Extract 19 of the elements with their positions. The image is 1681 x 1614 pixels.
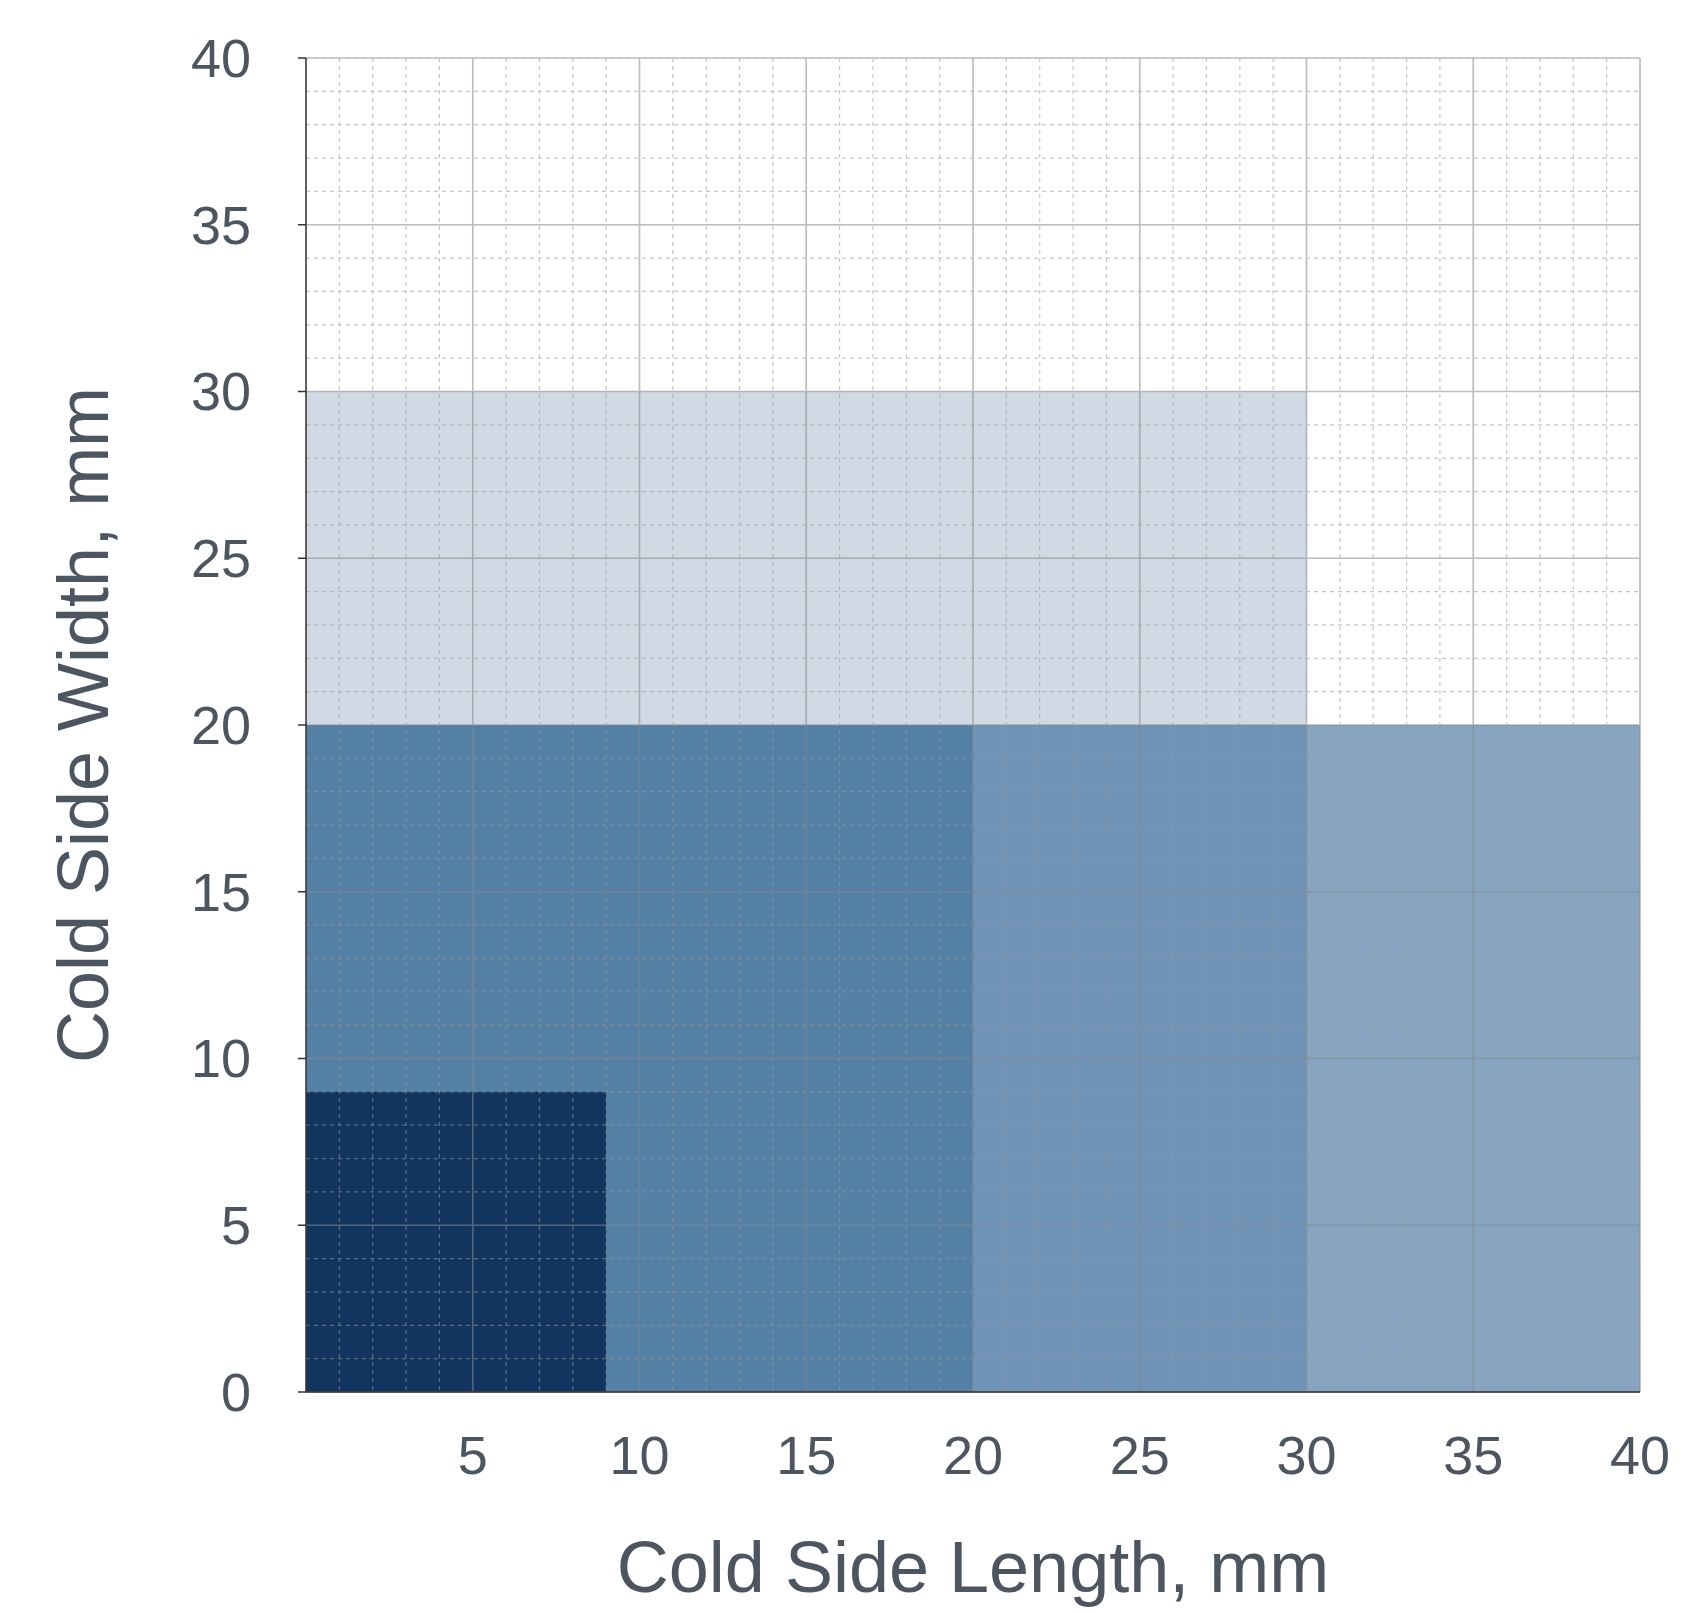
x-tick-label: 40 <box>1609 1425 1671 1485</box>
y-axis-title: Cold Side Width, mm <box>43 386 123 1064</box>
x-tick-label: 30 <box>1276 1425 1337 1485</box>
y-tick-label: 35 <box>190 194 251 255</box>
y-tick-label: 5 <box>220 1195 251 1256</box>
y-tick-label: 10 <box>190 1028 251 1089</box>
y-tick-label: 25 <box>190 528 251 589</box>
y-tick-label: 15 <box>190 861 251 922</box>
y-tick-label: 0 <box>220 1361 251 1422</box>
y-tick-label: 20 <box>190 694 251 755</box>
y-tick-label: 30 <box>190 361 251 422</box>
x-tick-label: 35 <box>1443 1425 1504 1485</box>
y-tick-label: 40 <box>190 27 251 88</box>
x-tick-label: 15 <box>776 1425 837 1485</box>
x-tick-label: 5 <box>457 1425 488 1485</box>
x-axis-title: Cold Side Length, mm <box>616 1527 1330 1607</box>
x-tick-label: 20 <box>942 1425 1004 1485</box>
x-tick-label: 25 <box>1109 1425 1170 1485</box>
x-tick-label: 10 <box>609 1425 670 1485</box>
